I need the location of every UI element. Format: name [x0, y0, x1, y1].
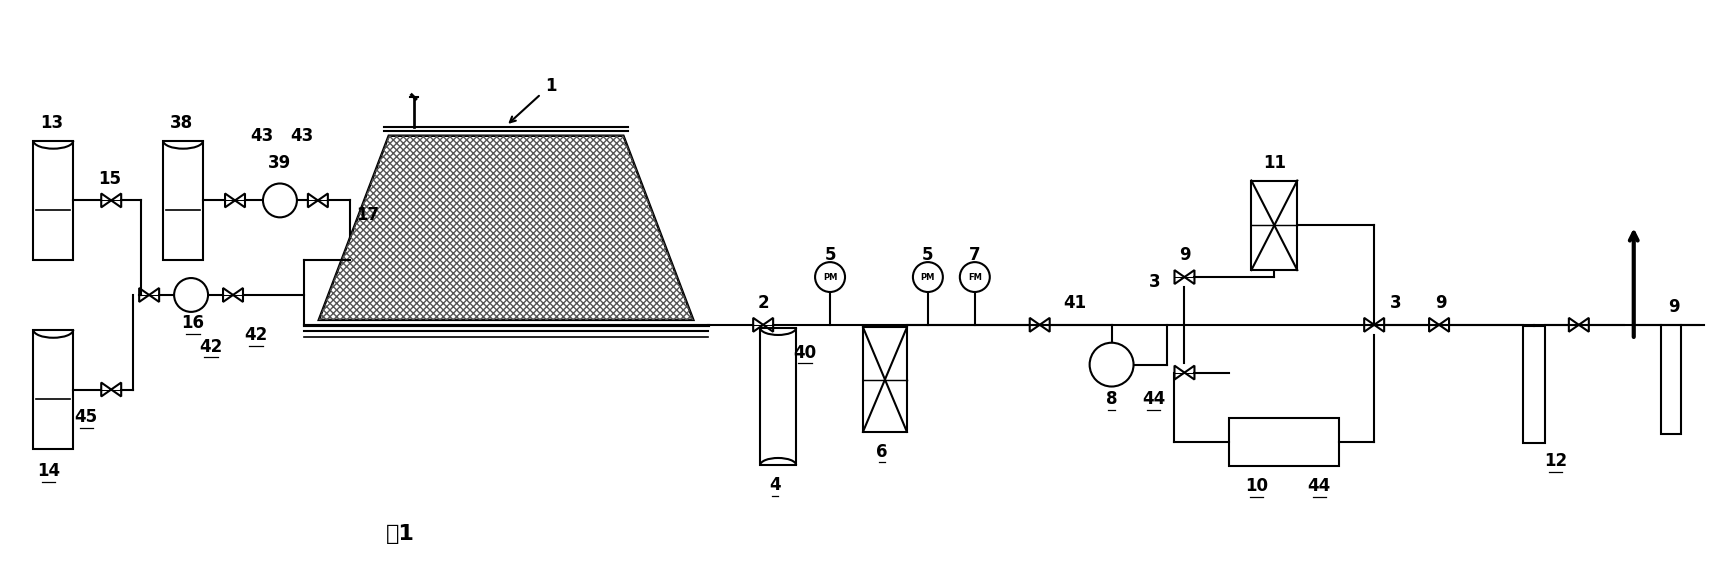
Text: 7: 7 [968, 246, 980, 264]
Text: 16: 16 [182, 314, 205, 332]
Text: 2: 2 [757, 294, 769, 312]
Text: 12: 12 [1545, 452, 1567, 470]
Text: 45: 45 [74, 408, 98, 426]
Circle shape [960, 262, 989, 292]
Circle shape [913, 262, 943, 292]
Circle shape [174, 278, 208, 312]
Text: FM: FM [968, 272, 982, 282]
Text: PM: PM [920, 272, 936, 282]
Text: 11: 11 [1262, 154, 1287, 172]
Bar [33, 330, 74, 449]
Text: 5: 5 [824, 246, 836, 264]
Text: 8: 8 [1106, 390, 1118, 408]
Text: 10: 10 [1245, 477, 1268, 495]
Text: 9: 9 [1178, 246, 1190, 264]
Text: 38: 38 [170, 114, 193, 132]
Bar [760, 328, 796, 465]
Text: 13: 13 [40, 114, 64, 132]
Circle shape [1090, 343, 1133, 386]
Text: 9: 9 [1434, 294, 1447, 312]
Text: 15: 15 [98, 169, 120, 188]
Text: PM: PM [822, 272, 838, 282]
Text: 图1: 图1 [387, 524, 415, 544]
Text: 4: 4 [769, 476, 781, 494]
Bar [163, 141, 203, 260]
Text: 9: 9 [1668, 298, 1679, 316]
Text: 41: 41 [1063, 294, 1087, 312]
Bar [1522, 326, 1545, 444]
Polygon shape [318, 136, 693, 320]
Text: 40: 40 [793, 344, 817, 362]
Text: 44: 44 [1142, 390, 1164, 408]
Text: 43: 43 [251, 127, 273, 145]
Text: 44: 44 [1307, 477, 1331, 495]
Circle shape [815, 262, 845, 292]
Text: 43: 43 [291, 127, 313, 145]
Text: 42: 42 [200, 338, 222, 356]
Text: 42: 42 [244, 326, 268, 344]
Text: 39: 39 [268, 154, 292, 172]
Circle shape [263, 184, 298, 217]
Bar [863, 327, 906, 432]
Bar [1662, 325, 1680, 434]
Bar [1252, 180, 1297, 270]
Text: 3: 3 [1390, 294, 1402, 312]
Text: 6: 6 [875, 443, 888, 461]
Text: 17: 17 [356, 206, 380, 225]
Text: 14: 14 [36, 462, 60, 480]
Bar [33, 141, 74, 260]
Text: 1: 1 [545, 77, 557, 95]
Text: 3: 3 [1149, 273, 1161, 291]
Bar [1230, 418, 1340, 466]
Text: 5: 5 [922, 246, 934, 264]
